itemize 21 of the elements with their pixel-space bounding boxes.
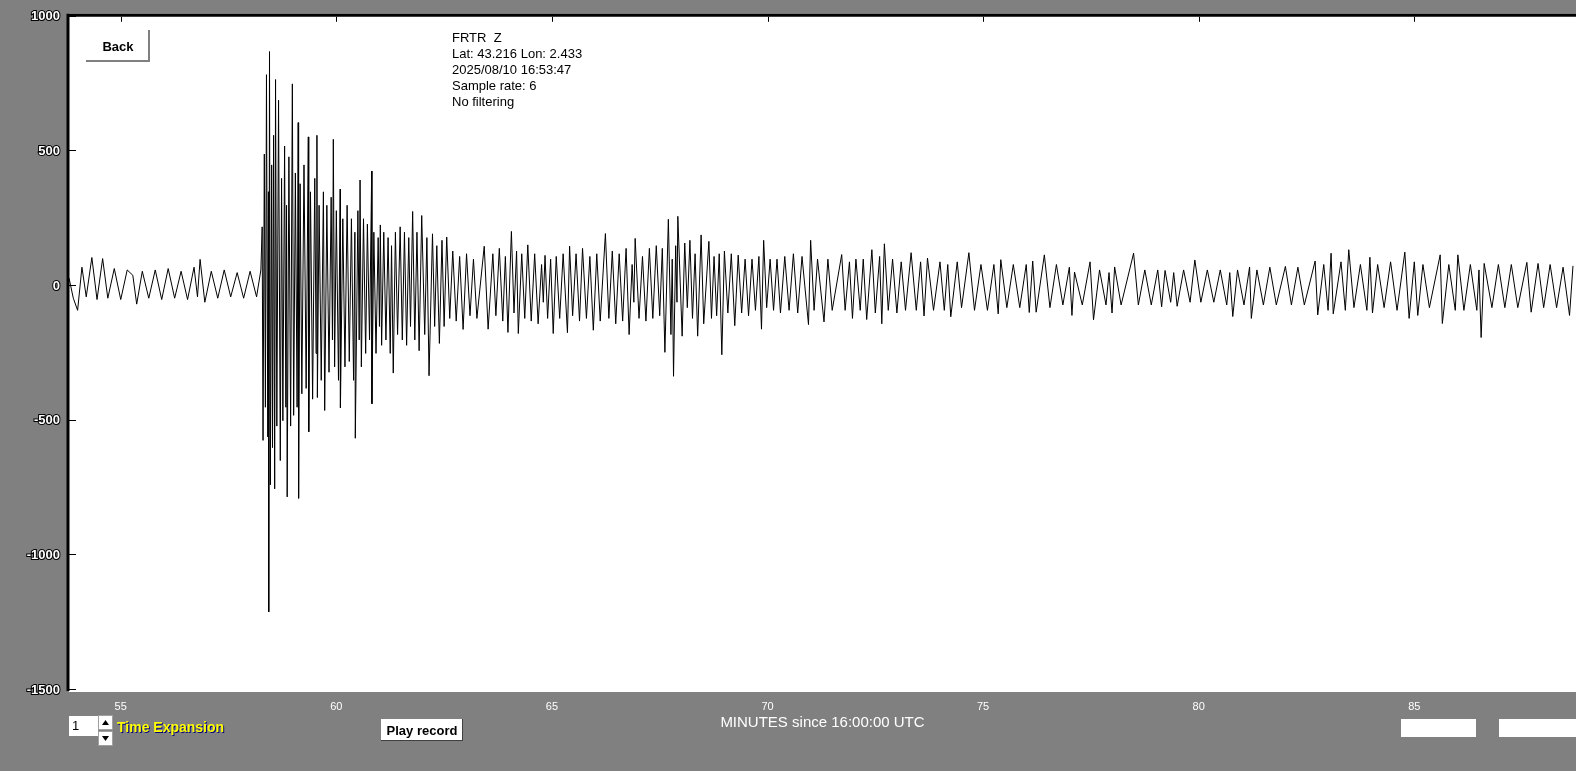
x-tick-label: 80 [1192, 699, 1205, 712]
x-tick-label: 70 [761, 699, 774, 712]
text: Time Expansion [117, 719, 225, 736]
x-tick-label: 65 [545, 699, 559, 712]
x-axis-title: MINUTES since 16:00:00 UTC [720, 713, 925, 731]
annotation: No filtering [452, 94, 516, 110]
x-tick-label: 85 [1408, 699, 1421, 712]
number-field: 1 [69, 716, 98, 736]
x-tick-label: 55 [114, 699, 127, 712]
y-tick-label: 500 [38, 143, 60, 159]
x-tick-label: 60 [330, 699, 343, 712]
annotation: Sample rate: 6 [452, 78, 538, 94]
annotation: 2025/08/10 16:53:47 [452, 62, 573, 78]
y-tick-label: -1000 [26, 546, 60, 562]
y-tick-label: 0 [52, 277, 60, 293]
x-tick-label: 75 [976, 699, 990, 712]
y-tick-label: -500 [33, 412, 60, 428]
y-tick-label: -1500 [26, 681, 60, 697]
annotation: Lat: 43.216 Lon: 2.433 [452, 46, 583, 62]
text: FRTR Z [452, 30, 503, 46]
y-tick-label: 1000 [31, 8, 60, 24]
